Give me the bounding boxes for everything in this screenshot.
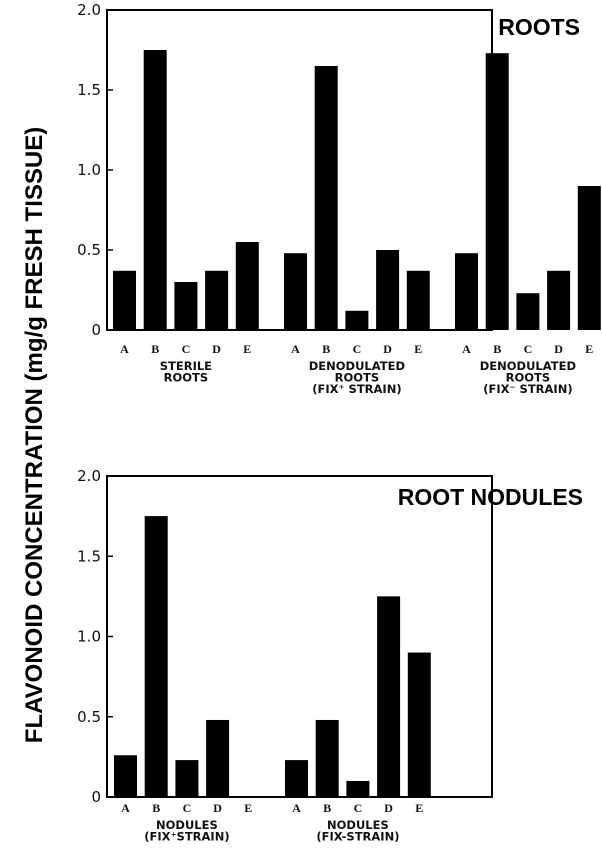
bar xyxy=(235,242,259,330)
y-tick-label: 1.5 xyxy=(77,547,101,565)
category-label: B xyxy=(323,801,331,815)
bar xyxy=(407,652,431,797)
category-label: D xyxy=(212,342,221,356)
bar xyxy=(174,282,198,330)
group-label: DENODULATED xyxy=(480,359,576,373)
bar-group: A B C D E NODULES(FIX-STRAIN) xyxy=(285,596,431,844)
group-label: (FIX-STRAIN) xyxy=(316,830,399,844)
y-tick-label: 2.0 xyxy=(77,467,101,485)
bar xyxy=(377,596,401,797)
bar xyxy=(406,270,430,330)
bar xyxy=(114,755,137,797)
category-label: E xyxy=(243,342,251,356)
y-tick-label: 2.0 xyxy=(77,1,101,19)
bar xyxy=(205,270,229,330)
panel-title: ROOT NODULES xyxy=(398,484,583,510)
bar xyxy=(284,253,307,330)
category-label: D xyxy=(554,342,563,356)
category-label: C xyxy=(354,801,363,815)
bar xyxy=(315,719,339,797)
group-label: (FIX⁺STRAIN) xyxy=(144,830,229,844)
category-label: D xyxy=(384,801,393,815)
y-tick-label: 0 xyxy=(91,788,101,806)
bar xyxy=(516,293,540,330)
bar xyxy=(346,780,370,797)
bar xyxy=(314,66,338,330)
bar xyxy=(376,250,400,330)
group-label: ROOTS xyxy=(506,371,551,385)
group-label: ROOTS xyxy=(164,371,209,385)
group-label: NODULES xyxy=(156,818,218,832)
category-label: A xyxy=(462,342,471,356)
bar xyxy=(547,270,571,330)
y-tick-label: 0.5 xyxy=(77,241,101,259)
category-label: E xyxy=(415,801,423,815)
bar xyxy=(345,310,369,330)
group-label: DENODULATED xyxy=(309,359,405,373)
y-tick-label: 0 xyxy=(91,321,101,339)
category-label: E xyxy=(414,342,422,356)
category-label: C xyxy=(183,801,192,815)
category-label: C xyxy=(353,342,362,356)
bar xyxy=(113,270,136,330)
category-label: C xyxy=(182,342,191,356)
category-label: B xyxy=(322,342,330,356)
bar-group: A B C D E NODULES(FIX⁺STRAIN) xyxy=(114,516,252,844)
group-label: NODULES xyxy=(327,818,389,832)
group-label: (FIX⁺ STRAIN) xyxy=(312,382,401,396)
bar xyxy=(577,186,601,330)
category-label: E xyxy=(585,342,593,356)
category-label: A xyxy=(121,801,130,815)
category-label: A xyxy=(292,801,301,815)
category-label: D xyxy=(213,801,222,815)
y-tick-label: 1.0 xyxy=(77,628,101,646)
category-label: B xyxy=(151,342,159,356)
category-label: A xyxy=(291,342,300,356)
group-label: (FIX⁻ STRAIN) xyxy=(483,382,572,396)
bar xyxy=(144,516,168,797)
y-tick-label: 0.5 xyxy=(77,708,101,726)
group-label: ROOTS xyxy=(335,371,380,385)
bar xyxy=(455,253,478,330)
category-label: B xyxy=(493,342,501,356)
bar xyxy=(143,50,167,330)
bar xyxy=(485,53,509,330)
category-label: D xyxy=(383,342,392,356)
category-label: E xyxy=(244,801,252,815)
y-tick-label: 1.0 xyxy=(77,161,101,179)
group-label: STERILE xyxy=(160,359,212,373)
bar xyxy=(206,719,230,797)
category-label: C xyxy=(524,342,533,356)
bar xyxy=(285,760,308,797)
bar xyxy=(175,760,199,797)
y-axis-label: FLAVONOID CONCENTRATION (mg/g FRESH TISS… xyxy=(21,127,48,743)
category-label: B xyxy=(152,801,160,815)
category-label: A xyxy=(120,342,129,356)
panel-title: ROOTS xyxy=(498,14,580,40)
y-tick-label: 1.5 xyxy=(77,81,101,99)
